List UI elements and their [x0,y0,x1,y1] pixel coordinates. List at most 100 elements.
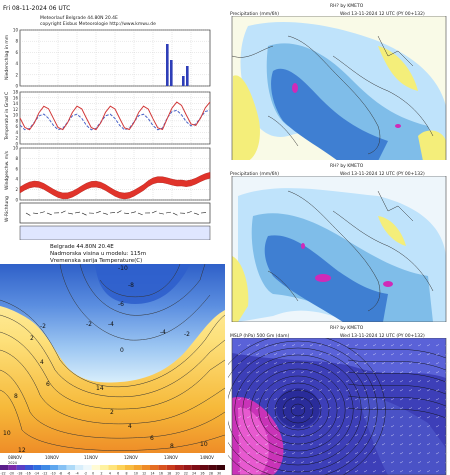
wind-arrow [246,389,251,392]
wind-arrow [273,371,278,374]
wind-arrow [264,353,269,356]
map2-title-center: RH? by KMETO [330,164,364,169]
precip-map-1: RH? by KMETO Precipitation (mm/6h) Wed 1… [228,0,450,160]
wind-barb [102,212,108,215]
wind-arrow [363,470,368,473]
wind-arrow [426,362,431,365]
isobar [234,354,362,466]
precip-map-2: RH? by KMETO Precipitation (mm/6h) Wed 1… [228,160,450,322]
meteogram-date: Fri 08-11-2024 06 UTC [3,5,70,12]
wind-arrow [273,452,278,455]
wind-arrow [327,461,332,464]
precip-tick-label: 2 [15,72,18,77]
wind-arrow [291,362,296,365]
wind-arrow [336,380,341,383]
wind-arrow [417,452,422,455]
wind-arrow [318,344,323,347]
precip-tick-label: 8 [15,39,18,44]
wind-arrow [336,389,341,392]
wind-arrow [399,389,404,392]
precip-bar [166,44,169,86]
wind-arrow [426,461,431,464]
colorbar-label: 24 [192,472,196,475]
temp-dewpoint-line [19,109,211,131]
xs-tick-band [0,453,225,462]
wind-arrow [246,470,251,473]
wind-arrow [363,362,368,365]
colorbar-label: 10 [134,472,138,475]
isobar [347,407,447,419]
xs-tick-label: 14NOV [200,455,214,460]
wind-arrow [345,398,350,401]
wind-barb [39,211,45,214]
colorbar-swatch [216,465,225,470]
wind-arrow [372,443,377,446]
wind-arrow [318,389,323,392]
colorbar-swatch [58,465,67,470]
wind-arrow [390,371,395,374]
wind-arrow [444,398,449,401]
wind-arrow [354,344,359,347]
wind-arrow [444,407,449,410]
wind-barb [172,212,178,216]
wind-arrow [255,425,260,428]
wind-arrow [345,443,350,446]
wind-arrow [255,353,260,356]
wind-arrow [444,371,449,374]
wind-arrow [282,398,287,401]
wind-arrow [336,452,341,455]
wind-arrow [264,443,269,446]
wind-arrow [264,434,269,437]
colorbar-swatch [41,465,50,470]
wind-arrow [246,353,251,356]
wind-arrow [417,425,422,428]
contour-label: 12 [18,447,26,454]
wind-arrow [300,461,305,464]
wind-arrow [300,416,305,419]
wind-arrow [291,407,296,410]
colorbar-label: 26 [201,472,205,475]
wind-arrow [255,380,260,383]
wind-arrow [345,470,350,473]
wind-arrow [390,398,395,401]
contour-label: 14 [96,385,104,392]
wind-arrow [300,398,305,401]
temp-tick-label: 16 [13,95,19,100]
wind-arrow [345,452,350,455]
colorbar-label: -14 [34,472,39,475]
wind-arrow [345,434,350,437]
wind-arrow [300,407,305,410]
wind-arrow [264,380,269,383]
wind-arrow [336,362,341,365]
wind-arrow [327,434,332,437]
wind-arrow [336,416,341,419]
wind-arrow [237,389,242,392]
wind-arrow [300,362,305,365]
colorbar-swatch [66,465,75,470]
wind-arrow [435,389,440,392]
isobar [274,389,322,431]
temp-axis-label: Temperatur in Grad C [4,92,10,141]
wind-arrow [426,452,431,455]
colorbar-swatch [208,465,217,470]
contour-label: -10 [118,265,128,272]
wind-arrow [327,353,332,356]
wind-arrow [282,380,287,383]
wind-arrow [237,470,242,473]
wind-arrow [237,416,242,419]
wind-arrow [435,380,440,383]
wind-arrow [282,389,287,392]
wind-arrow [390,470,395,473]
wind-arrow [408,398,413,401]
wind-arrow [435,443,440,446]
pressure-map: RH? by KMETO MSLP (hPa) 500 Gm (dam) Wed… [228,322,450,475]
xs-tick-label: 12NOV [124,455,138,460]
wind-arrow [336,344,341,347]
isobar [258,375,338,445]
wind-arrow [300,434,305,437]
wind-arrow [282,407,287,410]
wind-arrow [354,362,359,365]
wind-arrow [408,461,413,464]
wind-arrow [363,389,368,392]
wind-arrow [426,344,431,347]
